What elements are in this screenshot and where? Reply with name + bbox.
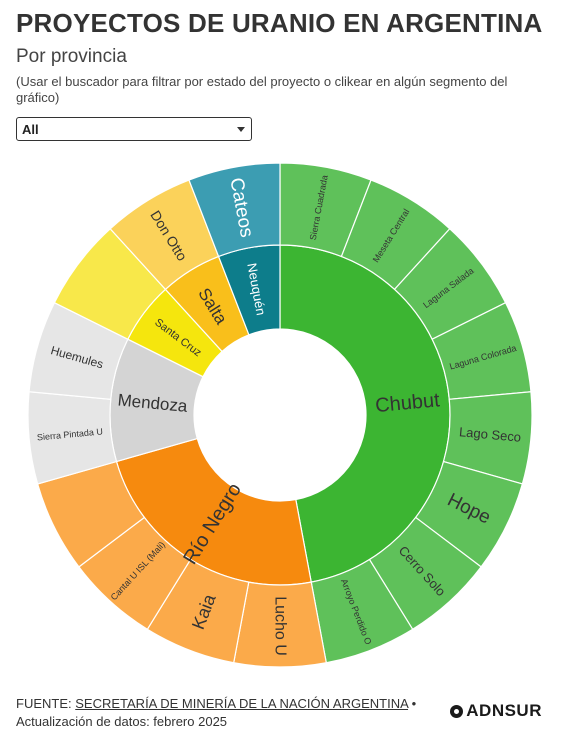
adnsur-logo: ADNSUR [450,701,542,721]
status-filter-dropdown[interactable]: All [16,117,252,141]
project-segment-cateos[interactable] [188,162,281,258]
logo-text: ADNSUR [466,701,542,720]
source-separator: • [411,696,417,711]
chevron-down-icon [237,127,245,132]
project-segment-lucho-u[interactable] [232,581,328,668]
footer: FUENTE: SECRETARÍA DE MINERÍA DE LA NACI… [16,695,416,731]
source-link[interactable]: SECRETARÍA DE MINERÍA DE LA NACIÓN ARGEN… [75,696,409,711]
filter-hint: (Usar el buscador para filtrar por estad… [16,74,508,105]
source-prefix: FUENTE: [16,696,72,711]
status-filter-value: All [22,122,39,137]
update-date: Actualización de datos: febrero 2025 [16,714,228,729]
page-subtitle: Por provincia [16,46,127,67]
logo-pin-icon [450,704,464,718]
page-title: PROYECTOS DE URANIO EN ARGENTINA [16,8,543,38]
